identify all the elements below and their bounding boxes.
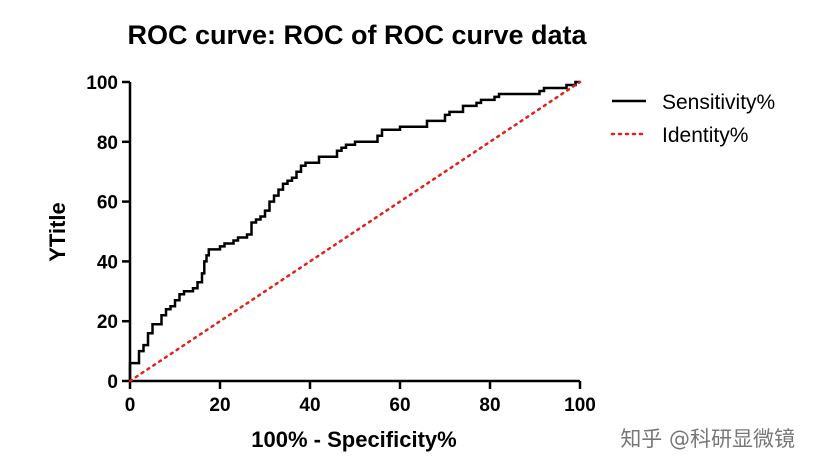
plot-area: 0 20 40 60 80 100 0 20 40 60 80 100 [86, 73, 596, 416]
y-tick-label-20: 20 [97, 312, 118, 333]
watermark-text: 知乎 @科研显微镜 [620, 427, 795, 451]
y-tick-label-40: 40 [97, 252, 118, 273]
series-layer [128, 80, 582, 383]
x-axis-label: 100% - Specificity% [251, 427, 456, 452]
y-tick-label-80: 80 [97, 133, 118, 154]
legend: Sensitivity% Identity% [610, 91, 775, 147]
y-axis-label: YTitle [45, 202, 70, 262]
y-tick-label-100: 100 [86, 73, 118, 94]
x-ticks: 0 20 40 60 80 100 [125, 381, 596, 416]
series-line-identity [128, 80, 582, 383]
series-line-sensitivity [128, 80, 580, 381]
x-tick-label-60: 60 [389, 395, 410, 416]
x-tick-label-100: 100 [564, 395, 596, 416]
x-tick-label-80: 80 [479, 395, 500, 416]
y-tick-label-0: 0 [107, 372, 118, 393]
y-ticks: 0 20 40 60 80 100 [86, 73, 130, 393]
legend-identity-label: Identity% [662, 124, 748, 147]
legend-sensitivity-label: Sensitivity% [662, 91, 775, 114]
x-tick-label-40: 40 [299, 395, 320, 416]
y-tick-label-60: 60 [97, 193, 118, 214]
x-tick-label-20: 20 [209, 395, 230, 416]
x-tick-label-0: 0 [125, 395, 136, 416]
chart-title: ROC curve: ROC of ROC curve data [127, 20, 587, 50]
